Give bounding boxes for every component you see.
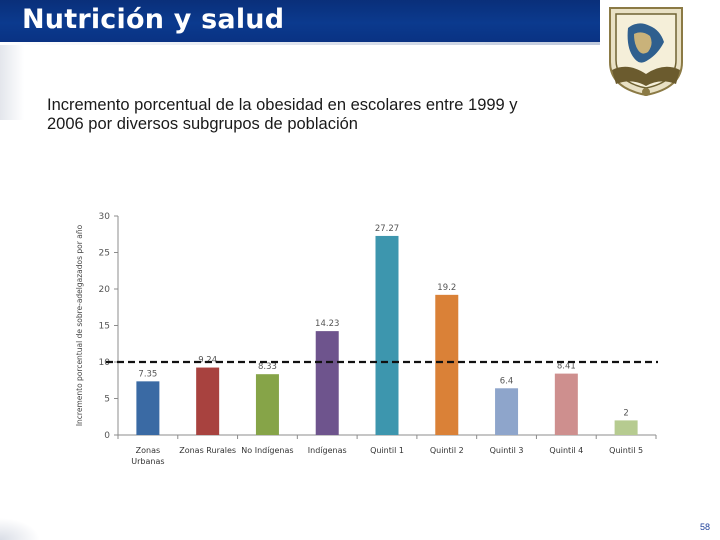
bar-value-label: 9.24 [198, 356, 217, 366]
category-label: Quintil 3 [490, 446, 524, 455]
y-tick-label: 20 [99, 285, 111, 295]
bar [375, 235, 399, 435]
bar-value-label: 27.27 [375, 224, 399, 234]
category-label: No Indígenas [241, 446, 293, 455]
category-label: Quintil 1 [370, 446, 404, 455]
bar [136, 381, 160, 435]
y-tick-label: 10 [99, 358, 111, 368]
bar [255, 374, 279, 435]
y-tick-label: 30 [99, 212, 111, 222]
slide-title: Nutrición y salud [22, 4, 285, 35]
bar-value-label: 19.2 [437, 283, 456, 293]
chart-labels: 7.35 Zonas Urbanas 9.24 Zonas Rurales 8.33 No … [106, 224, 658, 466]
chart-subtitle: Incremento porcentual de la obesidad en … [47, 96, 587, 134]
y-tick-label: 15 [99, 322, 110, 332]
header-band: Nutrición y salud [0, 0, 600, 45]
category-label: Zonas Rurales [179, 446, 236, 455]
y-tick-label: 0 [104, 431, 110, 441]
bar-value-label: 2 [623, 408, 628, 418]
bar [495, 388, 519, 435]
bar [554, 373, 578, 435]
bar-value-label: 8.41 [557, 362, 576, 372]
y-tick-label: 25 [99, 249, 110, 259]
side-decoration [0, 45, 24, 120]
bar-value-label: 6.4 [500, 376, 514, 386]
chart-bars [136, 235, 638, 435]
y-axis-title: Incremento porcentual de sobre-adelgazad… [75, 224, 84, 426]
page-number: 58 [699, 522, 710, 532]
category-label: Zonas Urbanas [131, 446, 164, 466]
bar-value-label: 7.35 [138, 369, 157, 379]
subtitle-line-2: 2006 por diversos subgrupos de población [47, 115, 358, 133]
bar [614, 420, 638, 435]
category-label: Quintil 5 [609, 446, 643, 455]
bar [315, 331, 339, 435]
bar [435, 294, 459, 435]
bar-value-label: 14.23 [315, 319, 339, 329]
category-label: Quintil 4 [549, 446, 583, 455]
category-label: Quintil 2 [430, 446, 464, 455]
seal-graphic [603, 2, 689, 97]
category-label: Indígenas [308, 446, 347, 455]
bar [196, 367, 220, 435]
unam-seal-logo [600, 0, 695, 100]
corner-decoration [0, 518, 40, 540]
bar-value-label: 8.33 [258, 362, 277, 372]
subtitle-line-1: Incremento porcentual de la obesidad en … [47, 96, 518, 114]
y-tick-label: 5 [104, 395, 110, 405]
